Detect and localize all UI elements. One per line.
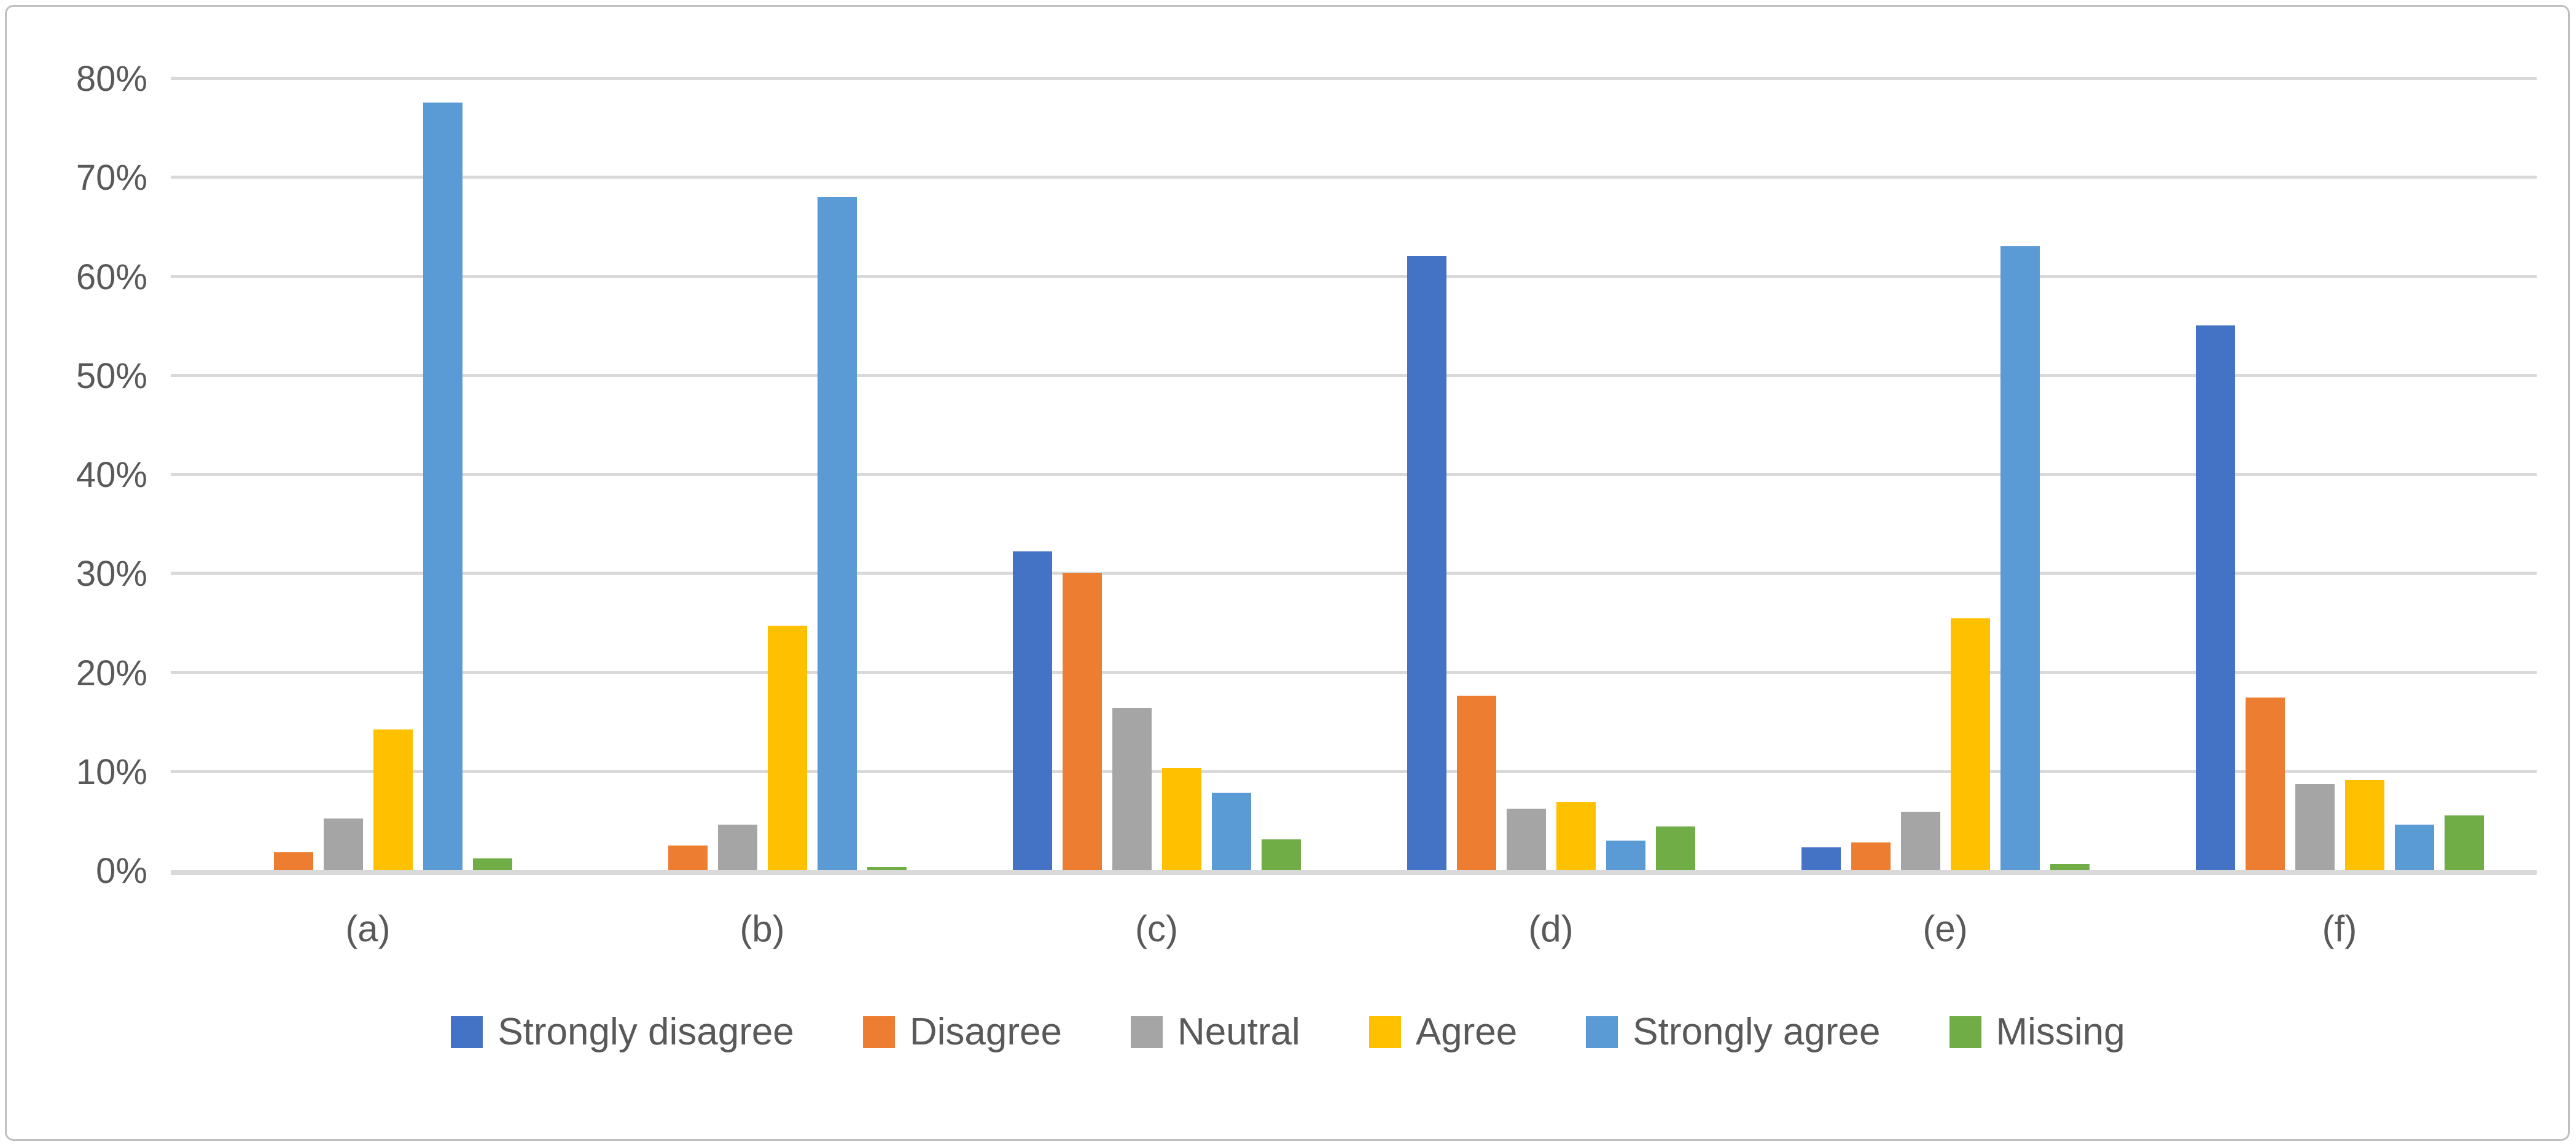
category-label-(a): (a) (345, 908, 391, 949)
gridline-60% (171, 274, 2537, 278)
x-axis-category-labels: (a) (b) (c) (d) (e) (f) (171, 908, 2537, 950)
legend-item-strongly-agree: Strongly agree (1586, 1010, 1881, 1054)
bar-(d)-strongly-disagree (1407, 256, 1446, 870)
bar-(d)-disagree (1456, 696, 1496, 870)
gridline-70% (171, 176, 2537, 179)
y-tick-label-10%: 10% (76, 752, 147, 792)
bar-(c)-strongly-agree (1211, 793, 1251, 870)
legend-swatch-icon (1949, 1016, 1981, 1048)
bar-(a)-agree (373, 729, 413, 870)
gridline-30% (171, 572, 2537, 575)
bar-(b)-missing (867, 867, 907, 870)
legend-label: Missing (1996, 1011, 2125, 1053)
bar-(a)-strongly-agree (423, 103, 463, 870)
legend-label: Strongly agree (1633, 1011, 1881, 1053)
legend-item-disagree: Disagree (862, 1010, 1062, 1054)
bar-group-(e) (1748, 78, 2142, 870)
bar-(a)-disagree (273, 852, 313, 870)
bar-(f)-strongly-agree (2394, 824, 2434, 870)
category-label-(d): (d) (1528, 908, 1574, 949)
bar-(b)-neutral (717, 824, 757, 870)
bar-(e)-strongly-disagree (1801, 847, 1841, 870)
gridline-0% (171, 870, 2537, 875)
gridline-20% (171, 671, 2537, 674)
bar-(f)-neutral (2295, 783, 2335, 870)
bar-(e)-missing (2050, 864, 2090, 870)
legend-label: Neutral (1177, 1011, 1300, 1053)
category-label-(e): (e) (1922, 908, 1968, 949)
gridline-40% (171, 473, 2537, 476)
category-label-(f): (f) (2322, 908, 2357, 949)
bar-(d)-strongly-agree (1606, 840, 1645, 870)
bar-(d)-agree (1556, 801, 1596, 870)
bar-(f)-strongly-disagree (2195, 325, 2235, 870)
bar-(e)-disagree (1851, 842, 1891, 870)
bar-group-(c) (959, 78, 1354, 870)
bar-(e)-strongly-agree (2000, 246, 2040, 870)
legend-item-missing: Missing (1949, 1010, 2125, 1054)
bar-(b)-disagree (668, 845, 708, 870)
y-tick-label-20%: 20% (76, 653, 147, 693)
y-tick-label-60%: 60% (76, 257, 147, 297)
y-tick-label-0%: 0% (96, 851, 147, 891)
legend-label: Strongly disagree (498, 1011, 794, 1053)
y-tick-label-40%: 40% (76, 455, 147, 495)
legend-label: Agree (1415, 1011, 1518, 1053)
bar-(b)-agree (767, 625, 807, 870)
bar-(d)-missing (1655, 826, 1695, 870)
gridline-80% (171, 77, 2537, 80)
bar-group-(f) (2142, 78, 2537, 870)
legend-item-neutral: Neutral (1130, 1010, 1300, 1054)
bar-(f)-missing (2444, 815, 2484, 870)
legend-swatch-icon (862, 1016, 895, 1048)
bar-group-(d) (1354, 78, 1748, 870)
bar-groups (171, 78, 2537, 870)
bar-(e)-neutral (1900, 811, 1940, 870)
legend-item-agree: Agree (1368, 1010, 1518, 1054)
gridline-50% (171, 373, 2537, 377)
bar-(c)-neutral (1112, 707, 1152, 870)
category-label-(b): (b) (740, 908, 785, 949)
bar-(a)-missing (472, 858, 512, 870)
legend-swatch-icon (1586, 1016, 1618, 1048)
bar-(c)-disagree (1062, 573, 1102, 870)
bar-(b)-strongly-agree (817, 196, 857, 870)
plot-area (171, 77, 2537, 875)
legend-label: Disagree (909, 1011, 1062, 1053)
bar-(f)-agree (2344, 780, 2384, 870)
bar-(c)-missing (1261, 839, 1301, 870)
chart-legend: Strongly disagree Disagree Neutral Agree Str… (0, 1010, 2576, 1054)
bar-(c)-agree (1161, 768, 1201, 870)
legend-swatch-icon (1368, 1016, 1401, 1048)
gridline-10% (171, 769, 2537, 773)
bar-(d)-neutral (1506, 809, 1546, 870)
bar-group-(b) (565, 78, 959, 870)
bar-(c)-strongly-disagree (1012, 551, 1052, 870)
y-tick-label-50%: 50% (76, 356, 147, 396)
legend-item-strongly-disagree: Strongly disagree (451, 1010, 794, 1054)
bar-(e)-agree (1950, 618, 1990, 870)
legend-swatch-icon (451, 1016, 483, 1048)
y-tick-label-80%: 80% (76, 59, 147, 99)
bar-(a)-neutral (323, 818, 363, 870)
category-label-(c): (c) (1135, 908, 1178, 949)
legend-swatch-icon (1130, 1016, 1163, 1048)
y-tick-label-30%: 30% (76, 554, 147, 594)
bar-group-(a) (171, 78, 565, 870)
bar-(f)-disagree (2245, 698, 2285, 870)
y-tick-label-70%: 70% (76, 158, 147, 198)
